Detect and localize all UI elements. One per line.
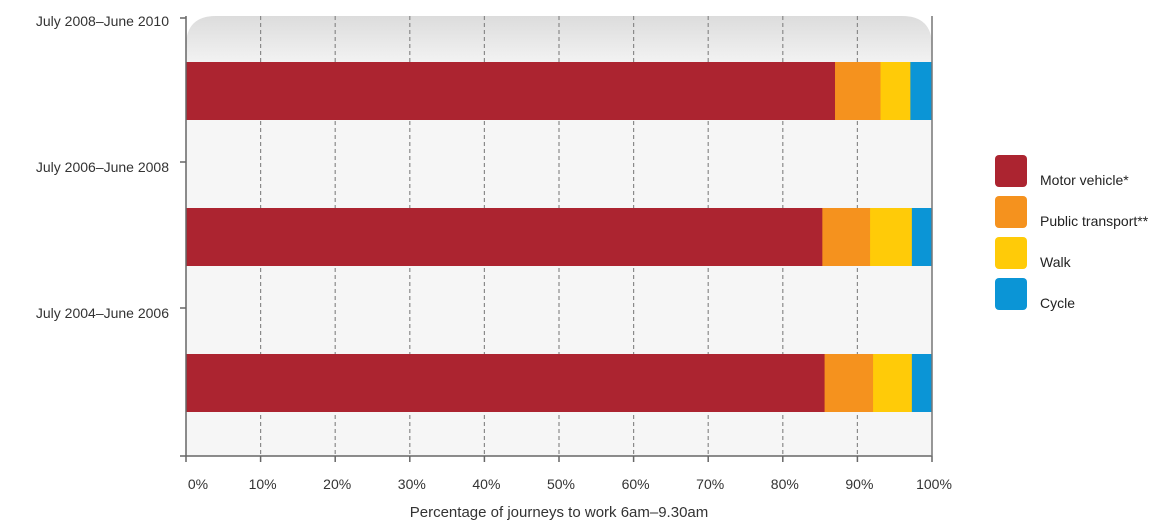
x-tick-label: 90%: [845, 476, 873, 492]
x-tick-label: 60%: [622, 476, 650, 492]
x-tick-label: 50%: [547, 476, 575, 492]
x-axis-title: Percentage of journeys to work 6am–9.30a…: [410, 504, 709, 521]
bar-segment-walk: [880, 62, 911, 120]
bar-segment-motor-vehicle: [186, 354, 826, 412]
bar-segment-cycle: [911, 208, 933, 266]
bar-segment-walk: [870, 208, 913, 266]
bar-segment-public-transport: [824, 354, 874, 412]
x-tick-label: 20%: [323, 476, 351, 492]
legend-swatch: [995, 196, 1027, 228]
x-tick-label: 80%: [771, 476, 799, 492]
x-tick-label: 30%: [398, 476, 426, 492]
bar-segment-cycle: [911, 354, 933, 412]
bar-segment-cycle: [910, 62, 933, 120]
category-label: July 2004–June 2006: [36, 305, 169, 321]
bar-segment-motor-vehicle: [186, 208, 823, 266]
x-tick-label: 100%: [916, 476, 952, 492]
x-tick-label: 10%: [249, 476, 277, 492]
x-tick-label: 40%: [472, 476, 500, 492]
x-tick-label: 0%: [188, 476, 208, 492]
legend-swatch: [995, 155, 1027, 187]
legend-label: Cycle: [1040, 295, 1075, 311]
legend-swatch: [995, 278, 1027, 310]
legend-label: Motor vehicle*: [1040, 172, 1129, 188]
legend-label: Public transport**: [1040, 213, 1149, 229]
bar-segment-public-transport: [835, 62, 882, 120]
legend-label: Walk: [1040, 254, 1072, 270]
category-label: July 2006–June 2008: [36, 159, 169, 175]
bar-segment-motor-vehicle: [186, 62, 836, 120]
category-label: July 2008–June 2010: [36, 13, 169, 29]
x-tick-label: 70%: [696, 476, 724, 492]
bar-segment-walk: [873, 354, 913, 412]
legend-swatch: [995, 237, 1027, 269]
bar-segment-public-transport: [822, 208, 871, 266]
